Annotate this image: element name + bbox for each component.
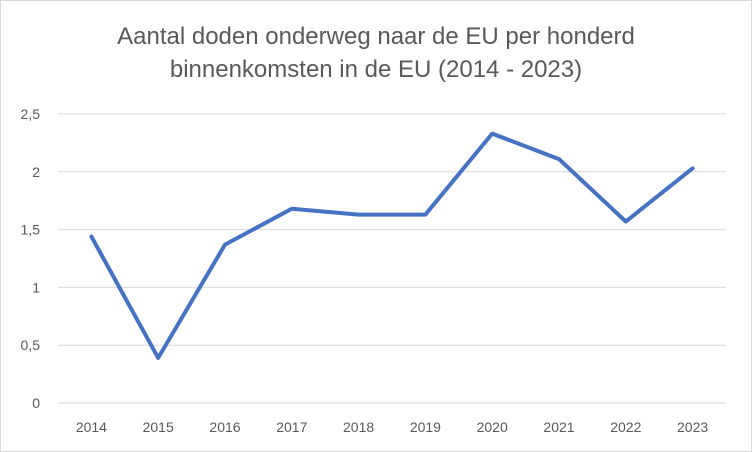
y-tick-label: 0,5: [21, 337, 41, 353]
x-tick-label: 2019: [410, 419, 441, 435]
x-tick-label: 2023: [677, 419, 708, 435]
chart-title-line-1: Aantal doden onderweg naar de EU per hon…: [117, 23, 635, 50]
x-tick-label: 2014: [76, 419, 107, 435]
chart-title: Aantal doden onderweg naar de EU per hon…: [0, 20, 752, 86]
x-tick-label: 2017: [276, 419, 307, 435]
chart-title-line-2: binnenkomsten in de EU (2014 - 2023): [169, 56, 583, 83]
y-tick-label: 0: [32, 395, 40, 411]
y-tick-label: 1: [32, 279, 40, 295]
x-tick-label: 2021: [543, 419, 574, 435]
x-tick-label: 2018: [343, 419, 374, 435]
x-tick-label: 2020: [477, 419, 508, 435]
y-tick-label: 2: [32, 164, 40, 180]
y-tick-label: 2,5: [21, 106, 41, 122]
x-tick-label: 2015: [143, 419, 174, 435]
x-tick-label: 2022: [610, 419, 641, 435]
x-tick-label: 2016: [209, 419, 240, 435]
y-tick-label: 1,5: [21, 222, 41, 238]
data-series-line: [89, 131, 695, 360]
